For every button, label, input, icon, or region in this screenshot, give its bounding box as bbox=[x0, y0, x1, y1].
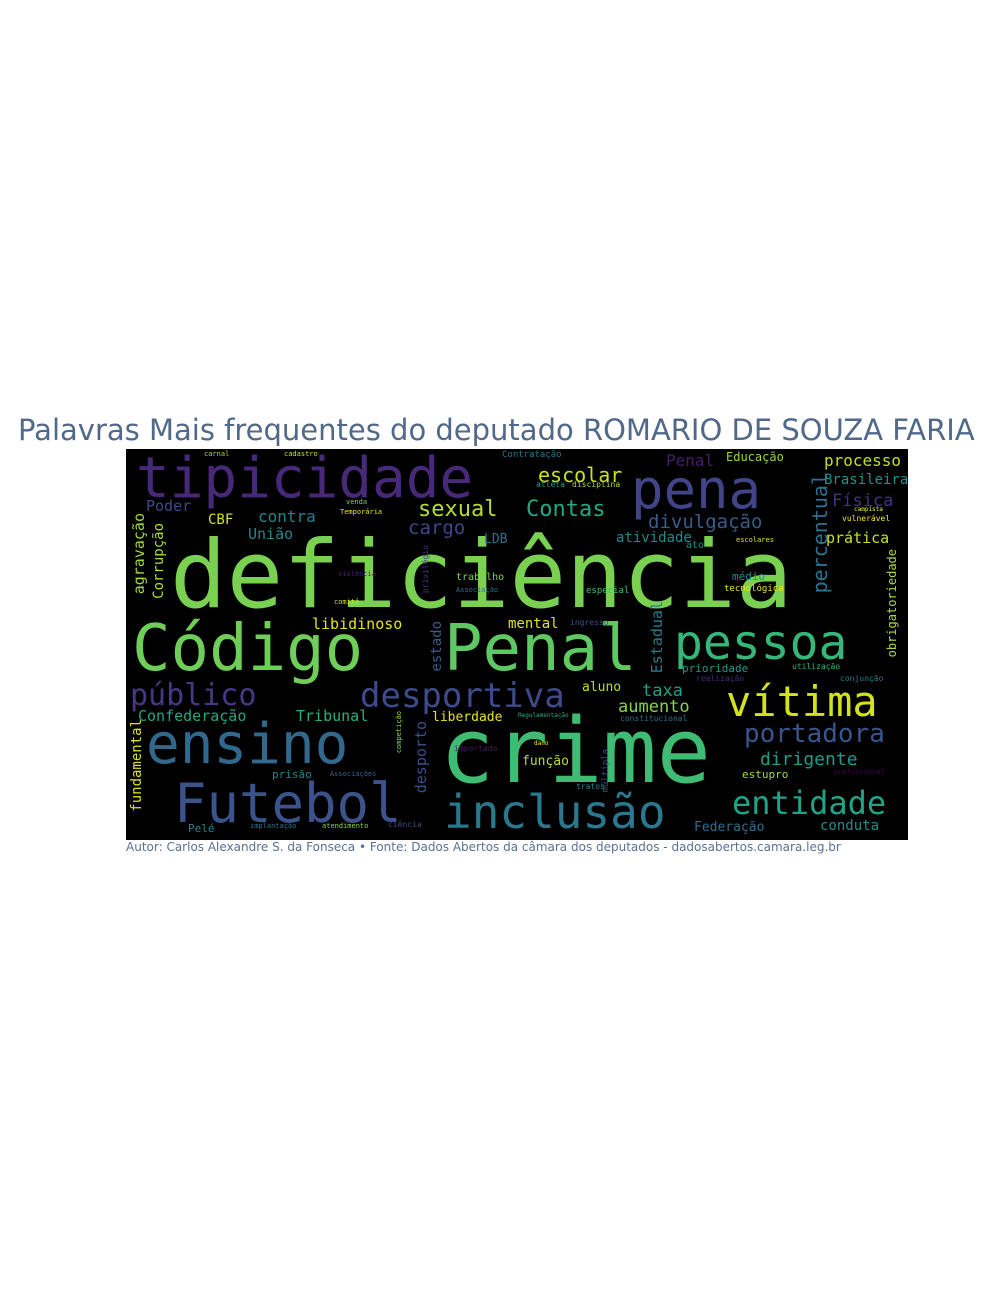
word-sexual: sexual bbox=[418, 497, 498, 522]
word-ensino: ensino bbox=[146, 712, 349, 777]
word-dano: dano bbox=[534, 740, 549, 747]
word-dirigente: dirigente bbox=[760, 749, 858, 770]
word-taxa: taxa bbox=[642, 681, 683, 701]
word-contra: contra bbox=[258, 507, 316, 526]
word-penal-small: Penal bbox=[666, 451, 715, 470]
word-portadora: portadora bbox=[744, 719, 885, 749]
word-associacoes: Associações bbox=[330, 770, 377, 778]
word-publico: público bbox=[130, 678, 257, 713]
word-realizacao: realização bbox=[696, 674, 745, 683]
word-cadastro: cadastro bbox=[284, 450, 318, 458]
word-associacao: Associação bbox=[456, 586, 499, 594]
word-ingresso: ingresso bbox=[570, 618, 609, 627]
word-confederacao: Confederação bbox=[138, 707, 247, 725]
word-tribunal: Tribunal bbox=[296, 707, 369, 725]
word-tipicidade: tipicidade bbox=[136, 449, 474, 511]
word-desporto: desporto bbox=[412, 721, 430, 794]
word-uniao: União bbox=[248, 525, 294, 543]
word-carnal: carnal bbox=[204, 450, 230, 458]
source-caption: Autor: Carlos Alexandre S. da Fonseca • … bbox=[126, 840, 841, 854]
word-fundamental: fundamental bbox=[129, 719, 145, 812]
word-pele: Pelé bbox=[188, 822, 215, 835]
word-conjuncao: conjunção bbox=[840, 674, 884, 683]
word-estupro: estupro bbox=[742, 768, 789, 781]
word-liberdade: liberdade bbox=[432, 710, 503, 725]
word-pessoa: pessoa bbox=[674, 615, 848, 671]
word-trabalho: trabalho bbox=[456, 572, 505, 583]
word-conduta: conduta bbox=[820, 818, 880, 834]
word-prioridade: prioridade bbox=[682, 662, 749, 675]
word-especial: especial bbox=[586, 586, 630, 596]
word-estadual: Estadual bbox=[648, 601, 666, 674]
word-cbf: CBF bbox=[208, 512, 234, 528]
word-atendimento: atendimento bbox=[322, 822, 369, 830]
word-estado: estado bbox=[429, 621, 445, 672]
word-ato: ato bbox=[686, 540, 705, 551]
word-fisica: Física bbox=[832, 491, 894, 511]
word-venda: venda bbox=[346, 498, 368, 506]
word-pena: pena bbox=[631, 458, 762, 521]
word-atleta: atleta bbox=[536, 480, 565, 489]
word-crime: crime bbox=[440, 699, 711, 804]
chart-title: Palavras Mais frequentes do deputado ROM… bbox=[18, 413, 975, 447]
word-violencia: violência bbox=[338, 570, 376, 578]
word-importado: importado bbox=[454, 744, 498, 753]
word-escolar: escolar bbox=[538, 463, 623, 487]
word-constitucional: constitucional bbox=[620, 714, 688, 723]
word-penal: Penal bbox=[444, 612, 637, 686]
word-brasileira: Brasileira bbox=[824, 472, 908, 488]
word-profissional: profissional bbox=[834, 768, 885, 776]
word-regulamentacao: Regulamentação bbox=[518, 712, 569, 719]
word-pratica: prática bbox=[826, 529, 890, 547]
word-ciencia: ciência bbox=[388, 820, 422, 829]
word-libidinoso: libidinoso bbox=[312, 615, 403, 633]
word-contratacao: Contratação bbox=[502, 450, 562, 460]
word-temporaria: Temporária bbox=[340, 508, 383, 516]
word-deficiencia: deficiência bbox=[170, 521, 793, 630]
word-campista: campista bbox=[854, 506, 883, 513]
word-tecnologica: tecnológica bbox=[724, 584, 784, 594]
word-atividade: atividade bbox=[616, 530, 692, 546]
word-cargo: cargo bbox=[408, 517, 466, 539]
word-contas: Contas bbox=[526, 497, 606, 522]
word-obrigatoriedade: obrigatoriedade bbox=[885, 549, 899, 658]
word-processo: processo bbox=[824, 451, 902, 470]
word-prisao: prisão bbox=[272, 768, 312, 781]
word-futebol: Futebol bbox=[174, 772, 402, 835]
word-aumento: aumento bbox=[618, 697, 690, 717]
word-vitima: vítima bbox=[726, 677, 878, 726]
word-poder: Poder bbox=[146, 497, 192, 515]
word-utilizacao: utilização bbox=[792, 662, 841, 671]
word-medio: médio bbox=[732, 570, 766, 583]
word-funcao: função bbox=[522, 754, 569, 769]
word-ldb: LDB bbox=[484, 532, 508, 547]
word-tratos: tratos bbox=[576, 782, 605, 791]
word-corrupcao: Corrupção bbox=[151, 523, 167, 599]
word-escolares: escolares bbox=[736, 536, 774, 544]
word-inclusao: inclusão bbox=[444, 785, 666, 839]
word-vulneravel: vulnerável bbox=[842, 514, 891, 523]
word-entidade: entidade bbox=[732, 784, 887, 822]
word-disciplina: disciplina bbox=[572, 480, 621, 489]
word-desportiva: desportiva bbox=[360, 676, 565, 716]
word-implantacao: implantação bbox=[250, 822, 297, 830]
word-codigo: Código bbox=[132, 612, 364, 686]
word-federacao: Federação bbox=[694, 820, 765, 835]
word-educacao: Educação bbox=[726, 450, 784, 464]
word-mental: mental bbox=[508, 616, 559, 632]
word-agravacao: agravação bbox=[130, 513, 148, 595]
word-privilegio: privilégio bbox=[421, 545, 430, 594]
word-cloud: deficiência crime Código Penal tipicidad… bbox=[126, 449, 908, 840]
word-aluno: aluno bbox=[582, 680, 622, 695]
word-comite: comitê bbox=[334, 598, 360, 606]
word-competicao: competição bbox=[395, 711, 403, 754]
word-divulgacao: divulgação bbox=[648, 511, 763, 533]
